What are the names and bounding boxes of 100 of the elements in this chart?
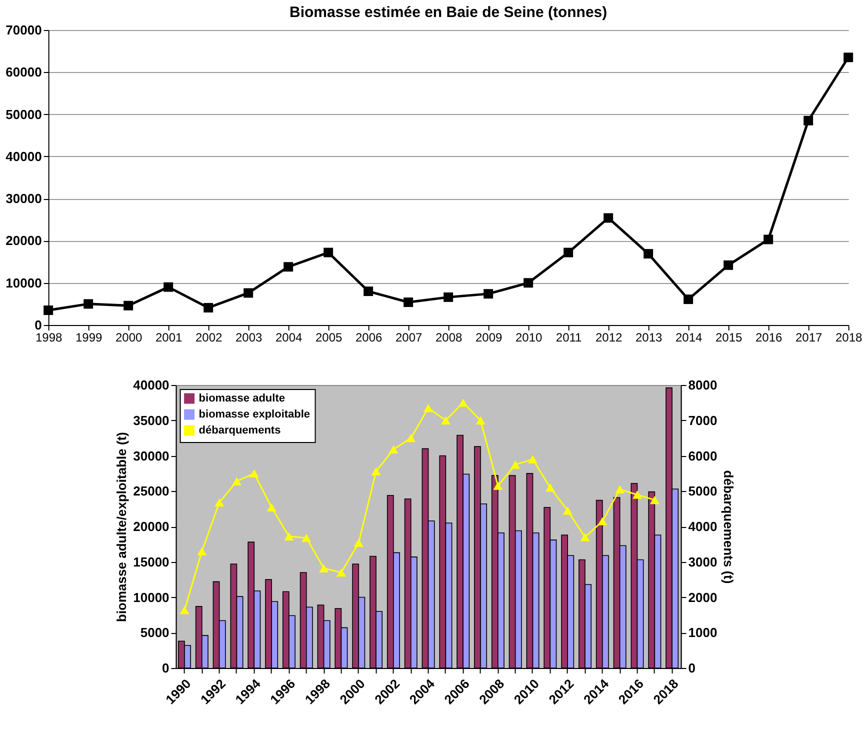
point bbox=[284, 532, 294, 541]
point bbox=[615, 485, 625, 494]
y2-tick-label: 6000 bbox=[688, 448, 718, 464]
y-tick-label: 40000 bbox=[133, 378, 170, 392]
point bbox=[764, 234, 774, 244]
x-tick-label: 2012 bbox=[595, 330, 622, 344]
x-tick-label: 2018 bbox=[835, 330, 862, 344]
y-axis-title: biomasse adulte/exploitable (t) bbox=[114, 432, 130, 622]
legend-label: biomasse exploitable bbox=[198, 408, 310, 420]
y-tick-label: 15000 bbox=[133, 554, 170, 570]
x-tick-label: 2002 bbox=[195, 330, 222, 344]
point bbox=[249, 469, 259, 478]
point bbox=[650, 496, 660, 504]
point bbox=[371, 467, 381, 476]
point bbox=[336, 568, 346, 577]
y2-axis-title: débarquements (t) bbox=[721, 470, 736, 584]
point bbox=[580, 533, 590, 542]
point bbox=[493, 482, 503, 490]
legend-label: débarquements bbox=[198, 424, 281, 436]
point bbox=[440, 416, 450, 424]
y2-tick-label: 8000 bbox=[688, 378, 718, 392]
y2-tick-label: 2000 bbox=[688, 590, 718, 605]
point bbox=[458, 398, 468, 407]
point bbox=[528, 455, 538, 464]
x-tick-label: 2000 bbox=[115, 330, 142, 344]
y-tick-label: 50000 bbox=[6, 106, 42, 122]
x-tick-label: 2011 bbox=[556, 330, 582, 344]
y2-tick-label: 5000 bbox=[688, 484, 718, 499]
point bbox=[404, 298, 414, 307]
x-tick-label: 2013 bbox=[635, 330, 662, 344]
y-tick-label: 20000 bbox=[6, 233, 42, 248]
point bbox=[388, 445, 398, 454]
point bbox=[124, 300, 134, 310]
point bbox=[844, 52, 854, 62]
x-tick-label: 2004 bbox=[275, 330, 302, 344]
y-tick-label: 30000 bbox=[133, 448, 170, 464]
point bbox=[632, 490, 642, 499]
point bbox=[84, 299, 94, 309]
x-tick-label: 2001 bbox=[155, 330, 182, 344]
x-tick-label: 2014 bbox=[675, 330, 702, 344]
y2-tick-label: 4000 bbox=[688, 519, 718, 534]
point bbox=[197, 547, 207, 556]
point bbox=[204, 302, 214, 312]
legend-label: biomasse adulte bbox=[198, 392, 285, 404]
point bbox=[164, 282, 174, 292]
y-tick-label: 0 bbox=[34, 318, 42, 332]
x-tick-label: 2003 bbox=[235, 330, 262, 344]
x-tick-label: 2017 bbox=[795, 330, 822, 344]
point bbox=[524, 278, 534, 288]
point bbox=[604, 213, 614, 223]
y-tick-label: 25000 bbox=[133, 484, 170, 499]
point bbox=[644, 249, 654, 259]
x-tick-label: 2015 bbox=[715, 330, 742, 344]
y2-tick-label: 0 bbox=[688, 660, 696, 676]
point bbox=[302, 534, 312, 542]
point bbox=[284, 262, 294, 272]
y2-tick-label: 3000 bbox=[688, 554, 718, 570]
point bbox=[354, 538, 364, 547]
x-tick-label: 2010 bbox=[515, 330, 542, 344]
x-tick-label: 2006 bbox=[355, 330, 382, 344]
point bbox=[484, 289, 494, 299]
chart-title: Biomasse estimée en Baie de Seine (tonnes) bbox=[290, 4, 608, 21]
point bbox=[510, 460, 520, 469]
point bbox=[444, 292, 454, 302]
point bbox=[180, 606, 190, 614]
y2-tick-label: 1000 bbox=[688, 625, 718, 640]
point bbox=[406, 434, 416, 442]
x-tick-label: 1999 bbox=[75, 330, 102, 344]
y-tick-label: 40000 bbox=[6, 148, 42, 164]
point bbox=[598, 517, 608, 526]
x-tick-label: 2016 bbox=[755, 330, 782, 344]
y-tick-label: 35000 bbox=[133, 412, 170, 428]
point bbox=[684, 294, 694, 304]
y2-tick-label: 7000 bbox=[688, 412, 718, 428]
y-tick-label: 0 bbox=[162, 660, 170, 676]
x-tick-label: 2008 bbox=[435, 330, 462, 344]
y-tick-label: 5000 bbox=[140, 625, 170, 640]
x-tick-label: 2009 bbox=[475, 330, 502, 344]
x-tick-label: 1998 bbox=[35, 330, 62, 344]
y-tick-label: 10000 bbox=[133, 590, 170, 605]
point bbox=[324, 248, 334, 258]
point bbox=[564, 248, 574, 258]
point bbox=[232, 477, 242, 486]
point bbox=[476, 416, 486, 424]
y-tick-label: 20000 bbox=[133, 519, 170, 534]
point bbox=[244, 288, 254, 298]
point bbox=[214, 498, 224, 507]
point bbox=[319, 564, 329, 572]
y-tick-label: 30000 bbox=[6, 191, 42, 206]
point bbox=[44, 306, 54, 315]
point bbox=[545, 483, 555, 492]
y-tick-label: 10000 bbox=[6, 275, 42, 290]
point bbox=[266, 503, 276, 512]
y-tick-label: 60000 bbox=[6, 64, 42, 80]
x-tick-label: 2005 bbox=[315, 330, 342, 344]
point bbox=[364, 286, 374, 296]
point bbox=[724, 260, 734, 270]
point bbox=[804, 116, 814, 126]
point bbox=[424, 404, 434, 412]
point bbox=[562, 506, 572, 515]
